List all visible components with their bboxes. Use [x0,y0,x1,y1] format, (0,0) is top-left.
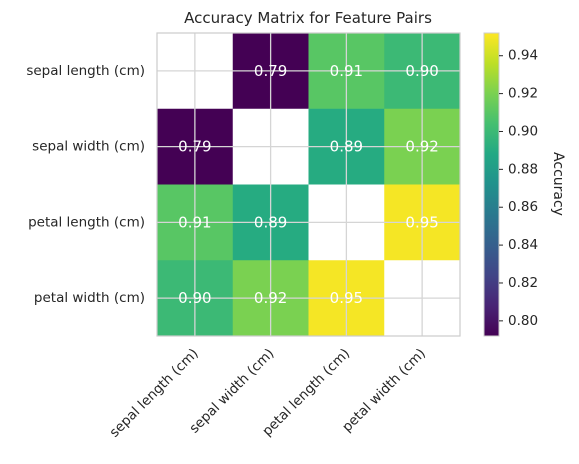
colorbar-tick-label: 0.84 [508,237,538,253]
row-tick-labels: sepal length (cm) sepal width (cm) petal l… [26,63,145,306]
cell-value-label: 0.91 [330,62,363,80]
colorbar-ticks: 0.80 0.82 0.84 0.86 0.88 0.90 0.92 0.94 [499,48,538,329]
cell-value-label: 0.89 [254,213,287,231]
col-tick-labels: sepal length (cm)sepal width (cm)petal l… [106,346,428,441]
cell-value-label: 0.89 [330,138,363,156]
colorbar-tick-label: 0.88 [508,161,538,177]
row-tick-label: sepal width (cm) [32,139,145,155]
col-tick-label: petal width (cm) [339,346,429,436]
row-tick-label: sepal length (cm) [26,63,145,79]
colorbar [483,32,500,337]
cell-value-label: 0.79 [254,62,287,80]
cell-value-label: 0.90 [178,289,211,307]
plot-frame [156,32,461,337]
cell-value-label: 0.90 [405,62,438,80]
cell-value-label: 0.79 [178,138,211,156]
colorbar-tick-label: 0.86 [508,199,538,215]
colorbar-tick-label: 0.90 [508,123,538,139]
chart-title: Accuracy Matrix for Feature Pairs [184,9,432,27]
cell-value-label: 0.95 [330,289,363,307]
colorbar-tick-label: 0.82 [508,275,538,291]
row-tick-label: petal length (cm) [28,214,145,230]
colorbar-tick-label: 0.94 [508,48,538,64]
cell-value-label: 0.92 [405,138,438,156]
cell-value-labels: 0.79 0.91 0.90 0.79 0.89 0.92 0.91 0.89 0.95 0.90… [178,62,439,307]
cell-value-label: 0.92 [254,289,287,307]
colorbar-tick-label: 0.80 [508,313,538,329]
colorbar-label: Accuracy [550,152,566,216]
cell-value-label: 0.91 [178,213,211,231]
row-tick-label: petal width (cm) [34,290,145,306]
grid-lines [157,33,460,336]
cell-value-label: 0.95 [405,213,438,231]
colorbar-tick-label: 0.92 [508,86,538,102]
